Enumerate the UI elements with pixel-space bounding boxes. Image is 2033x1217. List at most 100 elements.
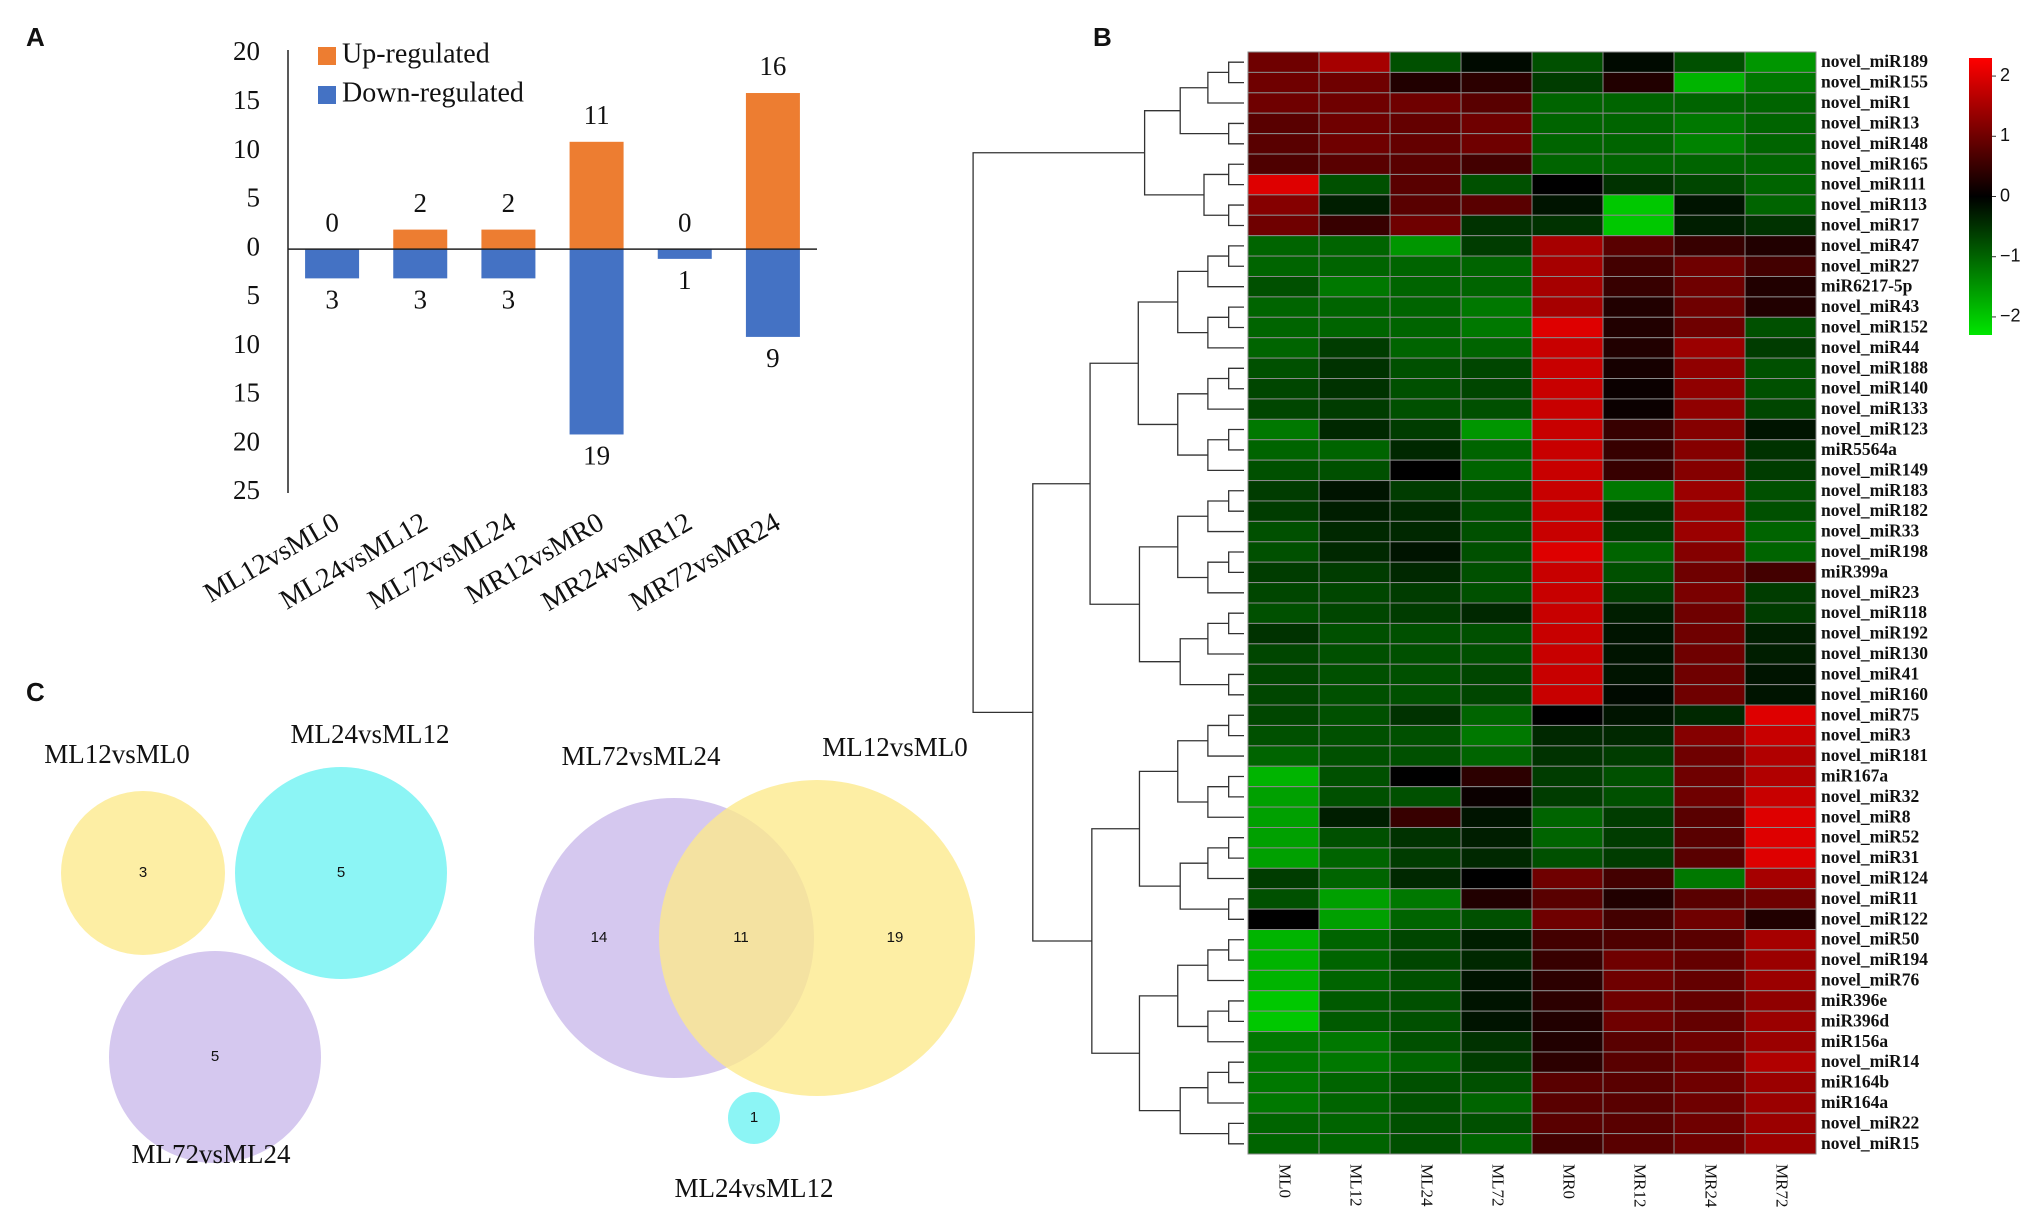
dendrogram-branch xyxy=(1138,770,1181,887)
legend-label: Up-regulated xyxy=(342,38,490,69)
heatmap-cell xyxy=(1531,398,1604,420)
heatmap-cell xyxy=(1318,1071,1391,1094)
heatmap-cell xyxy=(1744,418,1817,441)
dendrogram-branch xyxy=(1228,551,1244,574)
column-label: ML12 xyxy=(1347,1164,1366,1207)
heatmap-cell xyxy=(1602,888,1675,910)
heatmap-cell xyxy=(1744,316,1817,339)
bar xyxy=(481,229,536,250)
row-label: miR5564a xyxy=(1821,439,1897,459)
heatmap-cell xyxy=(1531,500,1604,522)
row-label: novel_miR27 xyxy=(1821,255,1919,275)
heatmap-cell xyxy=(1531,153,1604,175)
bar xyxy=(745,93,800,250)
dendrogram-branch xyxy=(1228,673,1244,696)
heatmap-cell xyxy=(1247,357,1320,380)
heatmap-cell xyxy=(1531,949,1604,971)
heatmap-cell xyxy=(1744,357,1817,380)
heatmap-cell xyxy=(1389,1133,1462,1155)
dendrogram-branch xyxy=(1203,173,1229,216)
venn-set xyxy=(109,951,321,1163)
heatmap-cell xyxy=(1744,194,1817,216)
heatmap-cell xyxy=(1247,133,1320,155)
heatmap-cell xyxy=(1318,235,1391,257)
heatmap-cell xyxy=(1744,1051,1817,1073)
heatmap-cell xyxy=(1247,275,1320,298)
heatmap-cell xyxy=(1247,214,1320,237)
heatmap-cell xyxy=(1673,1112,1746,1135)
row-label: novel_miR23 xyxy=(1821,582,1919,602)
heatmap-cell xyxy=(1602,724,1675,747)
heatmap-cell xyxy=(1744,378,1817,400)
heatmap-cell xyxy=(1247,969,1320,992)
heatmap-cell xyxy=(1602,622,1675,645)
row-label: novel_miR122 xyxy=(1821,908,1928,928)
heatmap-cell xyxy=(1531,704,1604,726)
heatmap-cell xyxy=(1247,398,1320,420)
heatmap-cell xyxy=(1460,602,1533,624)
heatmap-cell xyxy=(1460,235,1533,257)
bar xyxy=(745,249,800,337)
venn-set xyxy=(61,791,225,955)
heatmap-cell xyxy=(1460,92,1533,114)
heatmap-cell xyxy=(1531,275,1604,298)
row-label: novel_miR118 xyxy=(1821,602,1927,622)
heatmap-cell xyxy=(1744,888,1817,910)
heatmap-cell xyxy=(1531,51,1604,73)
heatmap-cell xyxy=(1318,1092,1391,1114)
heatmap-cell xyxy=(1531,337,1604,359)
row-label: novel_miR148 xyxy=(1821,133,1928,153)
heatmap-cell xyxy=(1460,316,1533,339)
heatmap-cell xyxy=(1744,71,1817,94)
heatmap-cell xyxy=(1673,480,1746,502)
row-label: novel_miR32 xyxy=(1821,786,1919,806)
heatmap-cell xyxy=(1460,520,1533,543)
row-label: novel_miR123 xyxy=(1821,419,1928,439)
heatmap-cell xyxy=(1389,684,1462,706)
heatmap-cell xyxy=(1531,724,1604,747)
heatmap-cell xyxy=(1673,500,1746,522)
heatmap-cell xyxy=(1744,92,1817,114)
heatmap-cell xyxy=(1460,867,1533,890)
heatmap-cell xyxy=(1318,622,1391,645)
heatmap-cell xyxy=(1318,51,1391,73)
heatmap-cell xyxy=(1531,622,1604,645)
heatmap-cell xyxy=(1602,602,1675,624)
heatmap-cell xyxy=(1460,194,1533,216)
heatmap-cell xyxy=(1673,541,1746,563)
dendrogram-branch xyxy=(1177,515,1208,579)
dendrogram-branch xyxy=(1207,1010,1244,1043)
heatmap-cell xyxy=(1460,990,1533,1012)
heatmap-cell xyxy=(1531,194,1604,216)
heatmap-cell xyxy=(1602,867,1675,890)
heatmap-cell xyxy=(1531,643,1604,665)
heatmap-cell xyxy=(1531,1112,1604,1135)
heatmap-cell xyxy=(1531,663,1604,686)
heatmap-cell xyxy=(1389,173,1462,196)
heatmap-cell xyxy=(1531,969,1604,992)
dendrogram-branch xyxy=(972,152,1145,714)
heatmap-cell xyxy=(1247,867,1320,890)
heatmap-cell xyxy=(1673,826,1746,849)
heatmap-cell xyxy=(1318,194,1391,216)
heatmap-cell xyxy=(1389,806,1462,828)
heatmap-cell xyxy=(1247,786,1320,808)
heatmap-cell xyxy=(1531,296,1604,318)
venn-set-name: ML24vsML12 xyxy=(290,719,449,749)
heatmap-cell xyxy=(1389,296,1462,318)
heatmap-cell xyxy=(1744,663,1817,686)
heatmap-cell xyxy=(1602,92,1675,114)
heatmap-cell xyxy=(1247,949,1320,971)
heatmap-cell xyxy=(1460,745,1533,767)
heatmap-cell xyxy=(1318,969,1391,992)
heatmap-cell xyxy=(1318,806,1391,828)
heatmap-cell xyxy=(1460,684,1533,706)
heatmap-cell xyxy=(1247,378,1320,400)
heatmap-cell xyxy=(1673,990,1746,1012)
heatmap-cell xyxy=(1531,214,1604,237)
heatmap-cell xyxy=(1389,622,1462,645)
heatmap-cell xyxy=(1673,378,1746,400)
dendrogram-branch xyxy=(1137,301,1178,426)
heatmap-cell xyxy=(1744,337,1817,359)
heatmap-cell xyxy=(1531,520,1604,543)
